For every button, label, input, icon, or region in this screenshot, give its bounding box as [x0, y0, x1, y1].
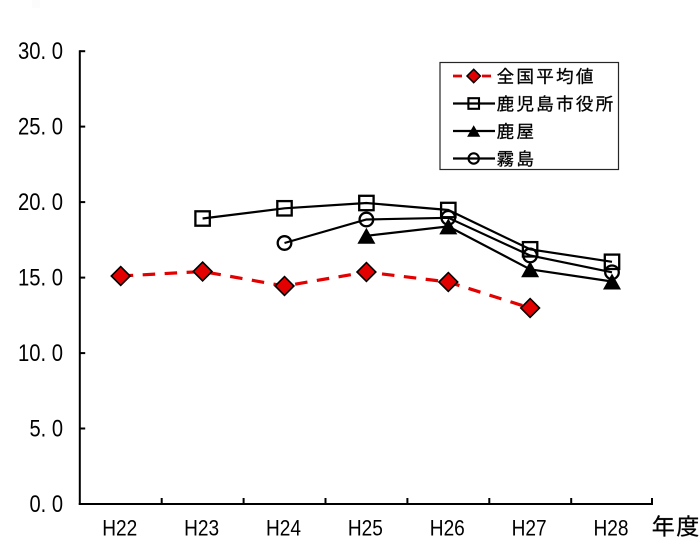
svg-text:H28: H28: [594, 516, 629, 541]
svg-text:H24: H24: [266, 516, 301, 541]
svg-text:20. 0: 20. 0: [18, 189, 63, 216]
svg-text:H22: H22: [102, 516, 137, 541]
svg-text:H26: H26: [430, 516, 465, 541]
svg-text:H27: H27: [512, 516, 547, 541]
svg-text:10. 0: 10. 0: [18, 340, 63, 367]
svg-text:H25: H25: [348, 516, 383, 541]
svg-text:H23: H23: [184, 516, 219, 541]
svg-text:15. 0: 15. 0: [18, 265, 63, 292]
svg-text:5. 0: 5. 0: [30, 416, 64, 443]
svg-text:25. 0: 25. 0: [18, 114, 63, 141]
svg-text:0. 0: 0. 0: [30, 491, 64, 518]
svg-text:30. 0: 30. 0: [18, 38, 63, 65]
